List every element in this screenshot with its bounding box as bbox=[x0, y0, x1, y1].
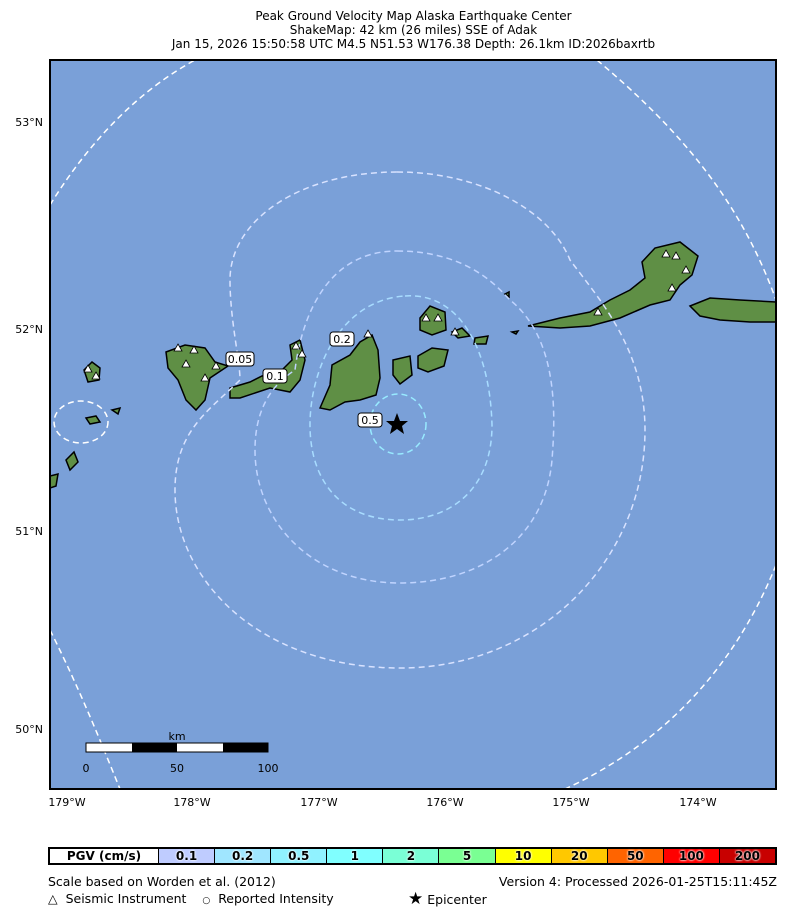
seismic-stations[interactable] bbox=[83, 249, 691, 382]
legend-symbols: △ Seismic Instrument ○ Reported Intensit… bbox=[48, 891, 334, 906]
version-text: Version 4: Processed 2026-01-25T15:11:45… bbox=[498, 874, 777, 889]
svg-text:177°W: 177°W bbox=[300, 796, 337, 809]
scale-note: Scale based on Worden et al. (2012) bbox=[48, 874, 276, 889]
pgv-contours bbox=[50, 60, 776, 789]
svg-text:179°W: 179°W bbox=[48, 796, 85, 809]
epicenter-star-icon[interactable] bbox=[386, 413, 408, 434]
svg-text:176°W: 176°W bbox=[426, 796, 463, 809]
pgv-legend: PGV (cm/s) 0.1 0.2 0.5 1 2 5 10 20 50 10… bbox=[48, 847, 777, 865]
svg-text:53°N: 53°N bbox=[15, 116, 43, 129]
legend-bin: 20 bbox=[550, 849, 607, 863]
legend-bin: 5 bbox=[438, 849, 495, 863]
reported-intensity-label: Reported Intensity bbox=[218, 891, 334, 906]
lon-labels: 179°W 178°W 177°W 176°W 175°W 174°W bbox=[48, 796, 716, 809]
circle-icon: ○ bbox=[202, 896, 211, 906]
svg-text:km: km bbox=[168, 730, 185, 743]
legend-bin: 10 bbox=[494, 849, 551, 863]
contour-label: 0.05 bbox=[228, 353, 253, 366]
svg-text:178°W: 178°W bbox=[173, 796, 210, 809]
epicenter-legend: ★ Epicenter bbox=[408, 889, 487, 909]
legend-bin: 2 bbox=[382, 849, 439, 863]
svg-text:50°N: 50°N bbox=[15, 723, 43, 736]
contour-label: 0.1 bbox=[266, 370, 284, 383]
svg-text:175°W: 175°W bbox=[552, 796, 589, 809]
legend-bin: 1 bbox=[326, 849, 383, 863]
epicenter-label: Epicenter bbox=[427, 892, 487, 907]
svg-text:50: 50 bbox=[170, 762, 184, 775]
legend-bin: 200 bbox=[718, 849, 776, 863]
legend-bin: 0.2 bbox=[214, 849, 271, 863]
svg-text:51°N: 51°N bbox=[15, 525, 43, 538]
svg-text:0: 0 bbox=[83, 762, 90, 775]
legend-bin: 0.1 bbox=[158, 849, 215, 863]
scale-bar: km 0 50 100 bbox=[83, 730, 279, 775]
contour-label: 0.5 bbox=[361, 414, 379, 427]
svg-text:100: 100 bbox=[258, 762, 279, 775]
title-line-1: Peak Ground Velocity Map Alaska Earthqua… bbox=[255, 9, 572, 23]
seismic-instrument-label: Seismic Instrument bbox=[65, 891, 187, 906]
lat-labels: 53°N 52°N 51°N 50°N bbox=[15, 116, 43, 736]
contour-label: 0.2 bbox=[333, 333, 351, 346]
legend-bin: 0.5 bbox=[270, 849, 327, 863]
contour-labels: 0.05 0.1 0.2 0.5 bbox=[225, 331, 383, 428]
pgv-map[interactable]: 0.05 0.1 0.2 0.5 km 0 50 100 53°N 52°N 5… bbox=[0, 0, 787, 840]
legend-header: PGV (cm/s) bbox=[50, 849, 158, 863]
title-line-2: ShakeMap: 42 km (26 miles) SSE of Adak bbox=[289, 23, 538, 37]
triangle-icon: △ bbox=[48, 891, 58, 906]
legend-bin: 100 bbox=[662, 849, 719, 863]
svg-text:52°N: 52°N bbox=[15, 323, 43, 336]
svg-text:174°W: 174°W bbox=[679, 796, 716, 809]
legend-bin: 50 bbox=[606, 849, 663, 863]
map-title: Peak Ground Velocity Map Alaska Earthqua… bbox=[0, 9, 787, 51]
ocean bbox=[50, 60, 776, 789]
title-line-3: Jan 15, 2026 15:50:58 UTC M4.5 N51.53 W1… bbox=[171, 37, 656, 51]
star-icon: ★ bbox=[408, 889, 424, 909]
map-frame bbox=[49, 59, 777, 790]
